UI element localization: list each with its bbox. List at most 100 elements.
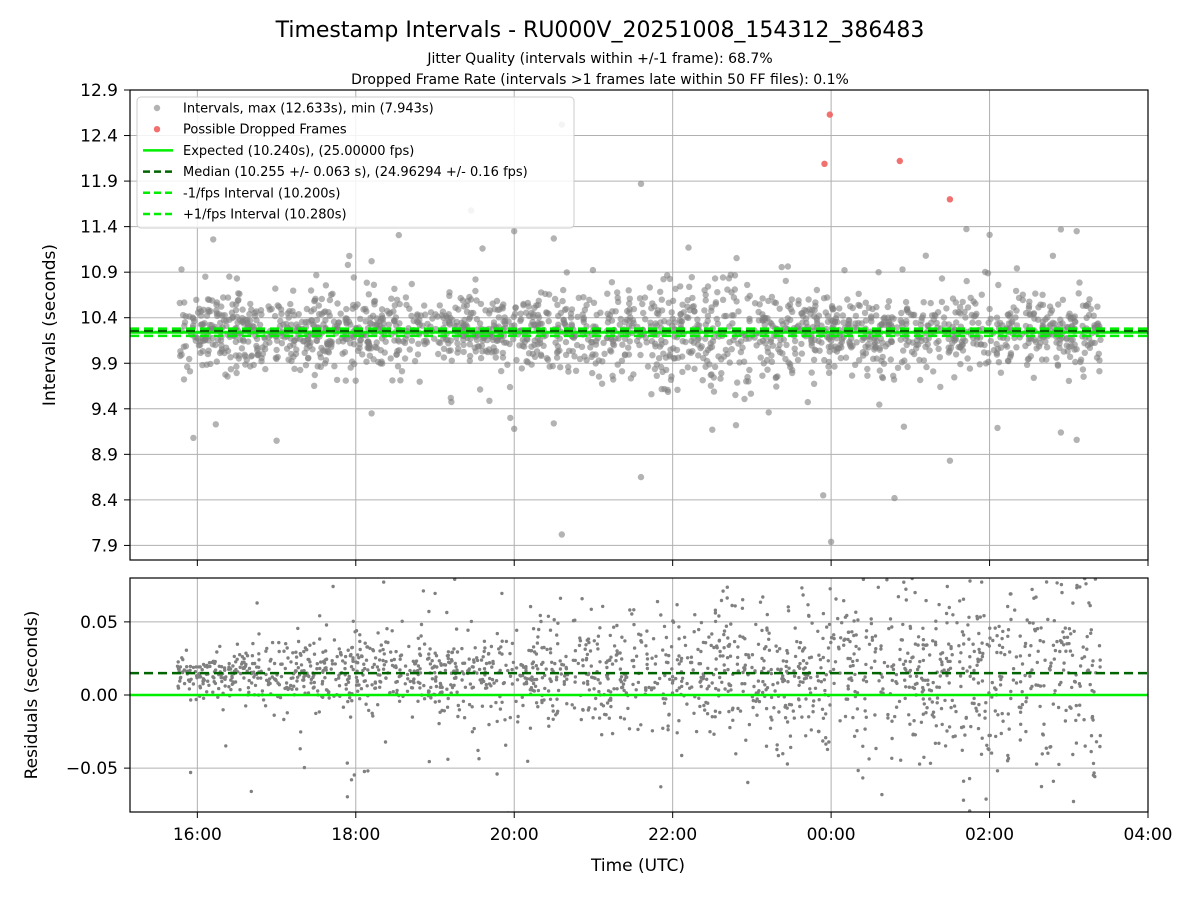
interval-outlier-point	[1057, 226, 1065, 233]
interval-point	[312, 295, 319, 302]
residual-point	[274, 678, 278, 683]
residual-point	[510, 682, 515, 686]
residual-point	[725, 585, 729, 589]
interval-point	[1009, 318, 1016, 325]
residual-point	[427, 689, 431, 694]
residual-point	[1020, 690, 1024, 694]
residual-point	[967, 637, 971, 641]
residual-point	[494, 700, 498, 705]
residual-point	[861, 744, 865, 748]
interval-point	[688, 274, 695, 281]
residual-point	[691, 668, 695, 672]
interval-point	[853, 339, 860, 346]
interval-point	[1032, 338, 1040, 346]
interval-point	[479, 337, 487, 344]
residual-point	[798, 640, 803, 645]
interval-point	[655, 355, 663, 362]
residual-point	[540, 676, 545, 680]
residual-point	[495, 631, 499, 636]
residual-point	[355, 678, 359, 683]
residual-point	[358, 633, 362, 637]
interval-point	[808, 369, 815, 376]
residual-point	[365, 645, 369, 649]
residual-point	[250, 681, 254, 685]
residual-point	[947, 725, 952, 729]
residual-point	[977, 631, 981, 636]
interval-point	[667, 346, 674, 353]
interval-point	[636, 341, 643, 349]
residual-point	[915, 667, 920, 672]
residual-point	[415, 669, 420, 673]
residual-point	[586, 637, 591, 641]
residual-point	[1042, 684, 1046, 688]
interval-point	[499, 354, 507, 361]
interval-point	[337, 310, 344, 317]
interval-point	[834, 345, 841, 352]
residual-point	[546, 689, 551, 693]
interval-point	[1067, 316, 1075, 323]
residual-point	[597, 689, 601, 694]
interval-point	[586, 296, 593, 303]
interval-point	[1043, 344, 1051, 351]
residual-point	[952, 704, 957, 708]
residual-point	[785, 706, 789, 710]
intervals-y-axis-label: Intervals (seconds)	[40, 244, 60, 406]
residual-point	[978, 650, 982, 655]
interval-point	[288, 350, 295, 358]
interval-point	[878, 321, 885, 328]
residual-point	[1098, 665, 1102, 669]
residual-point	[460, 670, 464, 674]
residual-point	[357, 656, 361, 660]
interval-point	[858, 320, 865, 327]
interval-point	[446, 292, 453, 299]
interval-point	[186, 355, 193, 363]
residual-point	[639, 633, 643, 637]
residuals-y-tick-label: 0.00	[80, 686, 118, 706]
interval-point	[715, 353, 722, 360]
residual-point	[1059, 582, 1064, 587]
residual-point	[703, 534, 706, 537]
residual-point	[957, 644, 961, 648]
residual-point	[821, 514, 824, 517]
residual-point	[893, 714, 897, 719]
residual-point	[811, 710, 815, 714]
residual-point	[223, 668, 227, 672]
residual-point	[267, 677, 272, 681]
residual-point	[549, 679, 553, 683]
residual-point	[397, 674, 401, 679]
residual-point	[886, 712, 890, 717]
interval-point	[393, 351, 400, 358]
residual-point	[539, 619, 543, 624]
interval-point	[744, 373, 751, 381]
residual-point	[801, 593, 805, 597]
residual-point	[265, 646, 269, 651]
residual-point	[1028, 674, 1032, 678]
residual-point	[1006, 628, 1011, 632]
interval-point	[1080, 373, 1087, 380]
interval-point	[856, 357, 863, 364]
interval-point	[414, 311, 421, 318]
interval-point	[824, 333, 831, 341]
interval-point	[454, 340, 461, 347]
residual-point	[227, 685, 231, 689]
residual-point	[664, 660, 669, 664]
residual-point	[743, 682, 747, 686]
interval-point	[317, 354, 324, 361]
interval-point	[964, 355, 971, 362]
residual-point	[219, 675, 223, 680]
residual-point	[682, 635, 687, 639]
residual-point	[1011, 667, 1016, 671]
residual-point	[418, 681, 422, 685]
residual-point	[456, 714, 460, 719]
interval-point	[902, 298, 910, 306]
interval-point	[589, 369, 596, 377]
residual-point	[1030, 684, 1034, 689]
residual-point	[829, 640, 833, 645]
interval-point	[397, 377, 404, 384]
residual-point	[921, 647, 926, 651]
residual-point	[712, 732, 716, 736]
residual-point	[851, 663, 855, 668]
interval-point	[713, 315, 720, 323]
residual-point	[565, 677, 569, 681]
